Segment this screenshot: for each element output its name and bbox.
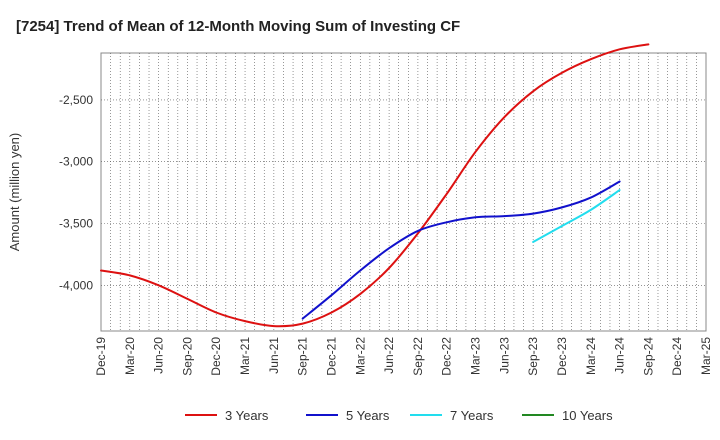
- x-tick-label: Mar-22: [353, 337, 367, 375]
- x-tick-label: Mar-25: [699, 337, 713, 375]
- x-tick-label: Mar-23: [469, 337, 483, 375]
- x-tick-label: Jun-23: [497, 337, 511, 374]
- x-tick-label: Jun-22: [382, 337, 396, 374]
- x-tick-label: Dec-23: [555, 337, 569, 376]
- chart-title: [7254] Trend of Mean of 12-Month Moving …: [16, 18, 460, 35]
- x-tick-label: Jun-20: [152, 337, 166, 374]
- x-tick-label: Sep-21: [296, 337, 310, 376]
- x-tick-label: Dec-19: [94, 337, 108, 376]
- x-tick-label: Mar-21: [238, 337, 252, 375]
- x-tick-labels: Dec-19 Mar-20 Jun-20 Sep-20 Dec-20 Mar-21 Jun-…: [94, 337, 713, 376]
- series-line-5-years: [301, 180, 621, 320]
- x-tick-label: Dec-22: [440, 337, 454, 376]
- legend-label-5-years: 5 Years: [346, 408, 390, 423]
- x-tick-label: Sep-24: [641, 337, 655, 376]
- grid: [101, 53, 706, 331]
- y-axis-label: Amount (million yen): [7, 133, 22, 252]
- y-tick-label: -3,000: [59, 155, 93, 169]
- y-tick-label: -3,500: [59, 217, 93, 231]
- x-tick-label: Sep-22: [411, 337, 425, 376]
- x-tick-label: Dec-20: [209, 337, 223, 376]
- plot-area: [100, 52, 707, 332]
- x-tick-label: Mar-24: [584, 337, 598, 375]
- legend-label-7-years: 7 Years: [450, 408, 494, 423]
- legend-label-10-years: 10 Years: [562, 408, 613, 423]
- x-tick-label: Sep-20: [180, 337, 194, 376]
- y-tick-labels: -2,500 -3,000 -3,500 -4,000: [59, 93, 93, 292]
- x-tick-label: Dec-21: [324, 337, 338, 376]
- x-tick-label: Jun-21: [267, 337, 281, 374]
- x-tick-label: Jun-24: [613, 337, 627, 374]
- series-line-3-years: [100, 43, 650, 328]
- x-tick-label: Dec-24: [670, 337, 684, 376]
- series-layer: [100, 43, 650, 328]
- x-tick-label: Sep-23: [526, 337, 540, 376]
- legend-label-3-years: 3 Years: [225, 408, 269, 423]
- legend: 3 Years 5 Years 7 Years 10 Years: [185, 408, 613, 423]
- y-tick-label: -4,000: [59, 278, 93, 292]
- y-tick-label: -2,500: [59, 93, 93, 107]
- x-tick-label: Mar-20: [123, 337, 137, 375]
- series-line-7-years: [532, 189, 621, 243]
